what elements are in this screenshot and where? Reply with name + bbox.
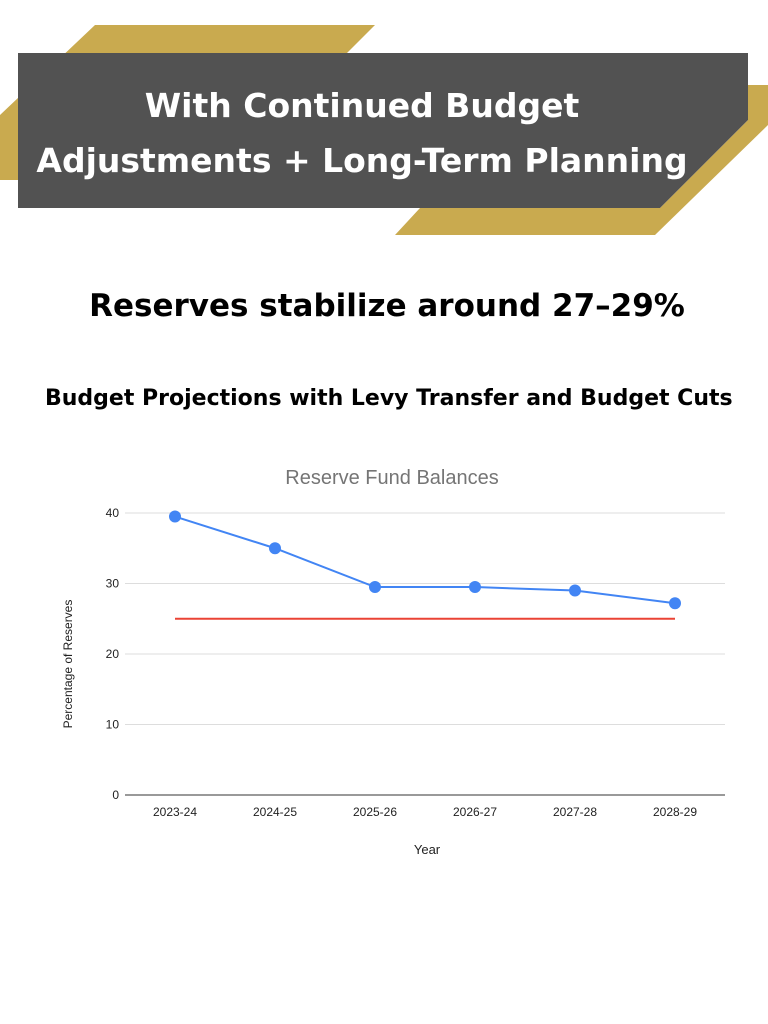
series-line [174, 515, 676, 605]
y-tick-label: 0 [112, 788, 119, 802]
point [669, 597, 681, 610]
x-axis-label: Year [414, 842, 441, 857]
section-title: Budget Projections with Levy Transfer an… [45, 386, 733, 411]
banner-accent [395, 85, 768, 235]
y-tick-label: 40 [106, 506, 120, 520]
subtitle: Reserves stabilize around 27–29% [89, 288, 685, 324]
x-tick-label: 2026-27 [453, 805, 497, 819]
point [269, 542, 281, 555]
banner [18, 53, 748, 208]
x-tick-label: 2027-28 [553, 805, 597, 819]
chart-title: Reserve Fund Balances [285, 467, 498, 489]
x-tick-label: 2023-24 [153, 805, 197, 819]
y-axis-label: Percentage of Reserves [61, 600, 75, 729]
point [369, 581, 381, 594]
point [469, 581, 481, 594]
y-tick-label: 30 [106, 577, 120, 591]
x-tick-label: 2024-25 [253, 805, 297, 819]
y-tick-label: 20 [106, 647, 120, 661]
banner-text: Adjustments + Long-Term Planning [36, 141, 687, 180]
point [169, 510, 181, 523]
chart: Reserve Fund Balances Year Percentage of… [61, 467, 725, 857]
y-tick-label: 10 [106, 718, 120, 732]
point [569, 584, 581, 597]
x-tick-label: 2025-26 [353, 805, 397, 819]
x-tick-label: 2028-29 [653, 805, 697, 819]
banner-text: With Continued Budget [145, 86, 580, 125]
banner-accent [0, 25, 375, 180]
